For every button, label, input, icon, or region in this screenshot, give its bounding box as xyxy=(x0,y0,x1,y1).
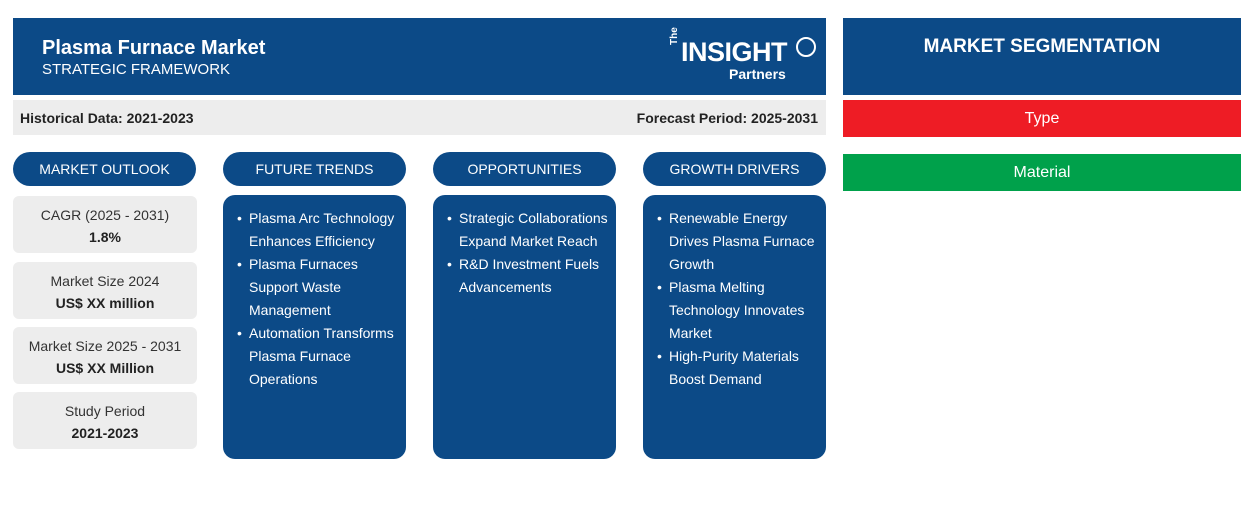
opportunity-item: Strategic Collaborations Expand Market R… xyxy=(447,207,608,253)
segment-type[interactable]: Type xyxy=(843,100,1241,137)
stat-value: 1.8% xyxy=(89,229,121,245)
logo-bulb-icon xyxy=(796,37,816,57)
forecast-period-text: Forecast Period: 2025-2031 xyxy=(636,110,818,126)
growth-drivers-panel: Renewable Energy Drives Plasma Furnace G… xyxy=(643,195,826,459)
insight-partners-logo: The INSIGHT Partners xyxy=(669,27,819,83)
page-title: Plasma Furnace Market xyxy=(42,37,266,59)
opportunities-panel: Strategic Collaborations Expand Market R… xyxy=(433,195,616,459)
stat-value: US$ XX million xyxy=(55,295,155,311)
stat-label: Study Period xyxy=(64,403,146,419)
stat-label: Market Size 2025 - 2031 xyxy=(28,338,182,354)
market-outlook-header: MARKET OUTLOOK xyxy=(13,152,196,186)
stat-value: US$ XX Million xyxy=(55,360,154,376)
market-size-forecast-stat: Market Size 2025 - 2031 US$ XX Million xyxy=(13,327,197,384)
period-bar: Historical Data: 2021-2023 Forecast Peri… xyxy=(13,100,826,135)
segment-material[interactable]: Material xyxy=(843,154,1241,191)
cagr-stat: CAGR (2025 - 2031) 1.8% xyxy=(13,196,197,253)
market-segmentation-header: MARKET SEGMENTATION xyxy=(843,18,1241,95)
opportunity-item: R&D Investment Fuels Advancements xyxy=(447,253,608,299)
driver-item: Renewable Energy Drives Plasma Furnace G… xyxy=(657,207,818,276)
logo-partners-text: Partners xyxy=(729,66,786,82)
market-size-2024-stat: Market Size 2024 US$ XX million xyxy=(13,262,197,319)
stat-label: CAGR (2025 - 2031) xyxy=(40,207,170,223)
stat-value: 2021-2023 xyxy=(71,425,139,441)
opportunities-header: OPPORTUNITIES xyxy=(433,152,616,186)
stat-label: Market Size 2024 xyxy=(50,273,160,289)
header-banner: Plasma Furnace Market STRATEGIC FRAMEWOR… xyxy=(13,18,826,95)
trend-item: Automation Transforms Plasma Furnace Ope… xyxy=(237,322,398,391)
future-trends-header: FUTURE TRENDS xyxy=(223,152,406,186)
logo-the-text: The xyxy=(669,27,680,45)
study-period-stat: Study Period 2021-2023 xyxy=(13,392,197,449)
driver-item: High-Purity Materials Boost Demand xyxy=(657,345,818,391)
page-subtitle: STRATEGIC FRAMEWORK xyxy=(42,61,231,78)
historical-data-text: Historical Data: 2021-2023 xyxy=(20,110,194,126)
growth-drivers-header: GROWTH DRIVERS xyxy=(643,152,826,186)
future-trends-panel: Plasma Arc Technology Enhances Efficienc… xyxy=(223,195,406,459)
trend-item: Plasma Furnaces Support Waste Management xyxy=(237,253,398,322)
driver-item: Plasma Melting Technology Innovates Mark… xyxy=(657,276,818,345)
logo-insight-text: INSIGHT xyxy=(681,37,788,67)
trend-item: Plasma Arc Technology Enhances Efficienc… xyxy=(237,207,398,253)
